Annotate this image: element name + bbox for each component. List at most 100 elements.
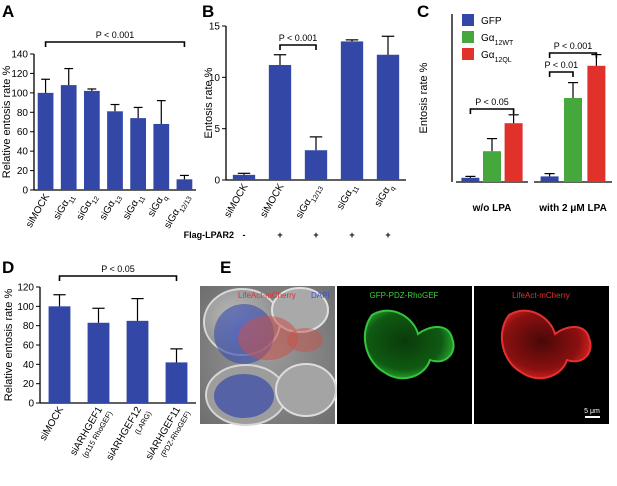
y-tick-label: 20 (23, 379, 35, 390)
micrograph-merge: LifeAct-mCherry DAPI (200, 286, 337, 426)
significance-label: P < 0.001 (554, 41, 593, 51)
x-tick-label: siGα11 (52, 192, 78, 223)
y-tick-label: 100 (17, 302, 34, 313)
significance-bracket (44, 41, 186, 47)
panel-letter-a: A (2, 2, 14, 21)
significance-bracket (279, 44, 317, 50)
row-value: + (385, 230, 390, 240)
y-tick-label: 10 (209, 73, 221, 84)
y-tick-label: 100 (11, 88, 28, 99)
bar (461, 177, 480, 182)
y-axis-label: Entosis rate % (418, 62, 430, 133)
panel-letter-d: D (2, 258, 14, 277)
bar (83, 90, 100, 190)
x-tick-label: siGα11 (335, 182, 361, 213)
bar (340, 41, 364, 181)
bar (153, 123, 170, 190)
y-axis-label: Entosis rate % (203, 67, 215, 138)
significance-label: P < 0.001 (96, 30, 135, 40)
image1-label-mcherry: LifeAct-mCherry (238, 291, 296, 300)
image3-label: LifeAct-mCherry (512, 291, 570, 300)
significance-label: P < 0.001 (279, 33, 318, 43)
significance-label: P < 0.01 (544, 60, 578, 70)
x-tick-label: siMOCK (258, 182, 286, 220)
bar (165, 362, 188, 403)
row-label: Flag-LPAR2 (184, 230, 234, 240)
group-label: w/o LPA (472, 203, 512, 214)
bar (126, 320, 149, 403)
x-tick-label: siGα12 (75, 192, 101, 224)
bar (130, 118, 147, 190)
image2-label: GFP-PDZ-RhoGEF (370, 291, 439, 300)
legend-swatch (462, 31, 474, 43)
micrograph-mcherry: LifeAct-mCherry 5 μm (474, 286, 609, 424)
y-tick-label: 60 (23, 341, 35, 352)
y-tick-label: 15 (209, 22, 221, 33)
significance-label: P < 0.05 (101, 264, 135, 274)
y-tick-label: 60 (17, 127, 29, 138)
panel-letter-c: C (417, 2, 429, 21)
y-tick-label: 120 (11, 69, 28, 80)
scale-bar-label: 5 μm (584, 408, 600, 415)
bar (564, 98, 582, 182)
legend-label: Gα12QL (481, 50, 512, 64)
chart-a: 0 20 40 60 80 100 120 140 Relative entosis rate … (1, 30, 196, 231)
x-tick-label: siMOCK (222, 182, 250, 220)
group-label: with 2 μM LPA (538, 203, 607, 214)
x-tick-label: siGα11 (121, 192, 147, 223)
significance-label: P < 0.05 (475, 97, 509, 107)
chart-b: 0 5 10 15 Entosis rate % siMOCK siMOCK siGα12/1… (184, 22, 406, 240)
panel-letter-b: B (202, 2, 214, 21)
image1-label-dapi: DAPI (311, 291, 330, 300)
micrograph-gfp: GFP-PDZ-RhoGEF (337, 286, 472, 424)
y-tick-label: 20 (17, 166, 29, 177)
significance-bracket (469, 108, 515, 114)
bar (504, 123, 523, 182)
bar (48, 306, 71, 403)
row-value: - (243, 230, 246, 240)
x-tick-label: siGα12/13 (294, 182, 325, 222)
legend-swatch (462, 14, 474, 26)
legend-label: GFP (481, 16, 502, 27)
y-tick-label: 40 (23, 360, 35, 371)
y-axis-label: Relative entosis rate % (1, 66, 13, 179)
bar (376, 54, 400, 180)
panel-letter-e: E (220, 258, 231, 277)
y-tick-label: 0 (22, 186, 28, 197)
legend-swatch (462, 48, 474, 60)
row-value: + (349, 230, 354, 240)
bar (60, 85, 77, 190)
y-axis-label: Relative entosis rate % (3, 289, 15, 402)
x-tick-label: siMOCK (24, 192, 52, 230)
bar (87, 322, 110, 403)
bar (268, 65, 292, 180)
x-tick-label: siGα13 (98, 192, 124, 224)
y-tick-label: 120 (17, 283, 34, 294)
bar (483, 151, 501, 182)
row-value: + (313, 230, 318, 240)
bar (37, 92, 54, 190)
significance-bracket (548, 71, 574, 77)
significance-bracket (58, 275, 178, 281)
row-value: + (277, 230, 282, 240)
x-tick-label: siGαq (146, 192, 170, 220)
bar (176, 179, 193, 190)
legend-label: Gα12WT (481, 33, 514, 47)
panel-e-images: LifeAct-mCherry DAPI GFP-PDZ-RhoGEF Life… (200, 286, 609, 426)
bar (107, 111, 123, 190)
bar (232, 174, 256, 180)
y-tick-label: 5 (214, 124, 220, 135)
y-tick-label: 0 (28, 399, 34, 410)
y-tick-label: 0 (214, 176, 220, 187)
x-tick-label: siGαq (373, 182, 397, 210)
bar (587, 65, 606, 182)
significance-bracket (548, 52, 598, 58)
y-tick-label: 40 (17, 147, 29, 158)
y-tick-label: 140 (11, 50, 28, 61)
chart-c: Entosis rate % w/o LPA with 2 μM LPA GFP Gα1… (418, 14, 612, 214)
bar (540, 176, 559, 182)
y-tick-label: 80 (23, 321, 35, 332)
y-tick-label: 80 (17, 108, 29, 119)
